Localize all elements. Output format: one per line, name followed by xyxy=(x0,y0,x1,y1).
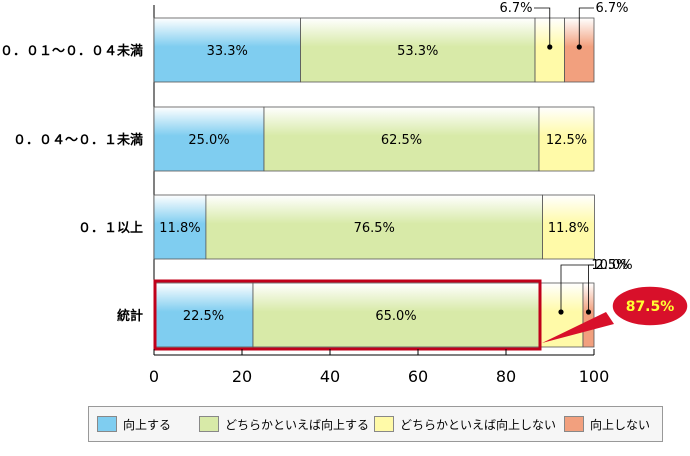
data-label: 6.7% xyxy=(499,1,532,16)
bar-segment xyxy=(153,282,254,348)
bar-segment xyxy=(153,194,207,260)
bar-segment xyxy=(538,106,595,172)
bar-segment xyxy=(542,194,595,260)
category-label: 統計 xyxy=(117,308,143,324)
legend-label: どちらかといえば向上しない xyxy=(400,417,557,432)
callout-pointer xyxy=(542,312,614,343)
x-tick-label: 80 xyxy=(496,367,516,386)
bar-segment xyxy=(263,106,540,172)
legend-item: どちらかといえば向上しない xyxy=(374,416,556,433)
bar-segment xyxy=(153,17,301,83)
bar-segment xyxy=(300,17,536,83)
data-label: 22.5% xyxy=(183,309,224,324)
leader-line xyxy=(560,264,594,312)
data-label: 65.0% xyxy=(375,309,416,324)
data-label: 6.7% xyxy=(595,1,628,16)
data-label: 11.8% xyxy=(159,221,200,236)
x-tick-label: 0 xyxy=(149,367,159,386)
data-label: 12.5% xyxy=(546,133,587,148)
bar-segment xyxy=(205,194,543,260)
legend-label: どちらかといえば向上する xyxy=(225,417,370,432)
data-label: 33.3% xyxy=(207,44,248,59)
x-tick-label: 100 xyxy=(579,367,610,386)
data-label: 10.0% xyxy=(591,258,632,273)
x-tick-label: 60 xyxy=(408,367,428,386)
category-label: ０．０１～０．０４未満 xyxy=(0,43,143,59)
data-label: 2.5% xyxy=(595,258,628,273)
data-label: 11.8% xyxy=(548,221,589,236)
legend-swatch xyxy=(374,416,394,432)
category-label: ０．０４～０．１未満 xyxy=(13,132,143,148)
data-label: 25.0% xyxy=(188,133,229,148)
callout-bubble xyxy=(611,285,689,327)
x-tick-label: 20 xyxy=(232,367,252,386)
category-label: ０．１以上 xyxy=(78,221,143,236)
legend-item: どちらかといえば向上する xyxy=(199,416,369,433)
x-tick-label: 40 xyxy=(320,367,340,386)
leader-line xyxy=(588,264,594,312)
leader-line xyxy=(534,7,551,47)
data-label: 62.5% xyxy=(381,133,422,148)
bar-segment xyxy=(252,282,540,348)
leader-line xyxy=(578,7,594,47)
data-label: 76.5% xyxy=(354,221,395,236)
legend-item: 向上する xyxy=(97,416,171,433)
highlight-box xyxy=(153,279,542,351)
legend-label: 向上する xyxy=(123,417,172,432)
legend: 向上する どちらかといえば向上する どちらかといえば向上しない 向上しない xyxy=(88,406,663,442)
legend-swatch xyxy=(564,416,584,432)
legend-swatch xyxy=(97,416,117,432)
legend-item: 向上しない xyxy=(564,416,650,433)
legend-label: 向上しない xyxy=(590,417,651,432)
legend-swatch xyxy=(199,416,219,432)
callout-label: 87.5% xyxy=(626,299,675,315)
data-label: 53.3% xyxy=(397,44,438,59)
